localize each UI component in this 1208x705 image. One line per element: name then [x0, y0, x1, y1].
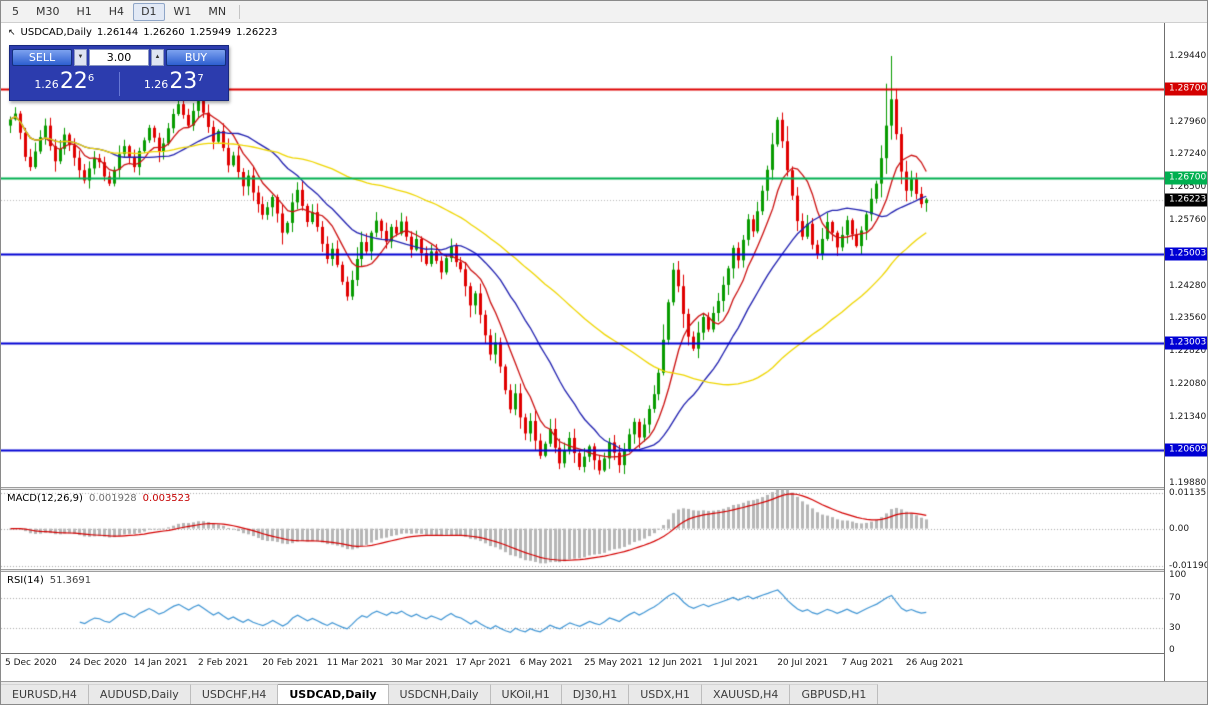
trade-panel-prices: 1.26 22 6 1.26 23 7: [10, 68, 228, 100]
ohlc-open: 1.26144: [96, 27, 139, 38]
chart-tab-usdchf-h4[interactable]: USDCHF,H4: [190, 684, 279, 704]
rsi-tick: 30: [1169, 622, 1181, 633]
date-label: 14 Jan 2021: [133, 658, 188, 668]
chart-tab-ukoil-h1[interactable]: UKOil,H1: [490, 684, 562, 704]
date-label: 30 Mar 2021: [391, 658, 449, 668]
sell-price-big: 22: [59, 69, 88, 94]
buy-price-prefix: 1.26: [143, 78, 169, 91]
date-label: 6 May 2021: [519, 658, 573, 668]
price-divider: [118, 72, 120, 96]
buy-price-sup: 7: [197, 73, 204, 84]
timeframe-button-h4[interactable]: H4: [108, 4, 125, 18]
date-label: 25 May 2021: [584, 658, 643, 668]
macd-tick: -0.01190: [1169, 561, 1208, 571]
chart-tab-audusd-daily[interactable]: AUDUSD,Daily: [88, 684, 191, 704]
macd-indicator-label: MACD(12,26,9) 0.001928 0.003523: [7, 493, 190, 504]
chart-tab-eurusd-h4[interactable]: EURUSD,H4: [1, 684, 89, 704]
trade-panel-controls: SELL ▼ ▲ BUY: [10, 46, 228, 68]
ohlc-close: 1.26223: [236, 27, 278, 38]
chart-tab-gbpusd-h1[interactable]: GBPUSD,H1: [790, 684, 879, 704]
toolbar-separator: [239, 4, 241, 19]
rsi-indicator-label: RSI(14) 51.3691: [7, 575, 91, 586]
price-tick: 1.26500: [1169, 182, 1207, 193]
price-badge: 1.26700: [1165, 171, 1207, 185]
rsi-value: 51.3691: [49, 575, 92, 586]
date-label: 2 Feb 2021: [198, 658, 249, 668]
price-tick: 1.22820: [1169, 346, 1207, 357]
price-tick: 1.23560: [1169, 313, 1207, 324]
price-badge: 1.25003: [1165, 247, 1207, 261]
chart-tab-xauusd-h4[interactable]: XAUUSD,H4: [702, 684, 791, 704]
chart-symbol-label: USDCAD,Daily: [20, 27, 92, 38]
buy-price-big: 23: [169, 69, 198, 94]
timeframe-button-m30[interactable]: M30: [36, 4, 60, 18]
macd-main-value: 0.001928: [88, 493, 137, 504]
date-label: 5 Dec 2020: [5, 658, 57, 668]
price-badge: 1.28700: [1165, 82, 1207, 96]
date-label: 1 Jul 2021: [712, 658, 759, 668]
ohlc-low: 1.25949: [189, 27, 231, 38]
time-axis: 5 Dec 2020 24 Dec 2020 14 Jan 2021 2 Feb 20…: [1, 653, 1207, 681]
buy-button[interactable]: BUY: [166, 48, 226, 66]
sell-button[interactable]: SELL: [12, 48, 72, 66]
macd-signal-value: 0.003523: [142, 493, 191, 504]
chart-cursor-icon: ↖: [8, 28, 16, 38]
rsi-tick: 0: [1169, 645, 1175, 655]
timeframe-button-w1[interactable]: W1: [173, 4, 192, 18]
date-label: 26 Aug 2021: [905, 658, 964, 668]
timeframe-button-5[interactable]: 5: [12, 4, 19, 18]
price-tick: 1.24280: [1169, 281, 1207, 292]
date-label: 20 Feb 2021: [262, 658, 319, 668]
price-badge: 1.20609: [1165, 443, 1207, 457]
ohlc-high: 1.26260: [143, 27, 185, 38]
rsi-panel-canvas[interactable]: [1, 572, 1164, 653]
price-axis: 1.29440 1.27960 1.27240 1.26500 1.25760 1.242…: [1164, 23, 1208, 681]
price-tick: 1.21340: [1169, 412, 1207, 423]
chart-tab-usdcad-daily[interactable]: USDCAD,Daily: [278, 684, 389, 704]
rsi-name: RSI(14): [7, 575, 44, 586]
price-badge: 1.26223: [1165, 193, 1207, 207]
panel-splitter-rsi[interactable]: [1, 569, 1207, 572]
sell-price-sup: 6: [87, 73, 95, 84]
price-tick: 1.22080: [1169, 379, 1207, 390]
date-label: 12 Jun 2021: [648, 658, 703, 668]
timeframe-button-mn[interactable]: MN: [208, 4, 227, 18]
sell-price-display[interactable]: 1.26 22 6: [10, 69, 119, 96]
panel-splitter-macd[interactable]: [1, 487, 1207, 490]
price-tick: 1.19880: [1169, 477, 1207, 488]
rsi-tick: 100: [1169, 570, 1187, 580]
price-tick: 1.29440: [1169, 51, 1207, 61]
macd-name: MACD(12,26,9): [7, 493, 83, 504]
date-label: 7 Aug 2021: [841, 658, 894, 668]
chart-tab-bar: EURUSD,H4 AUDUSD,Daily USDCHF,H4 USDCAD,Dai…: [1, 681, 1207, 704]
buy-price-display[interactable]: 1.26 23 7: [120, 69, 229, 96]
date-label: 20 Jul 2021: [777, 658, 829, 668]
price-tick: 1.27960: [1169, 117, 1207, 128]
date-label: 11 Mar 2021: [326, 658, 384, 668]
sell-price-prefix: 1.26: [34, 78, 59, 91]
volume-input[interactable]: [89, 48, 149, 66]
one-click-trading-panel: SELL ▼ ▲ BUY 1.26 22 6 1.26 23 7: [9, 45, 229, 101]
price-badge: 1.23003: [1165, 336, 1207, 350]
macd-tick: 0.00: [1169, 523, 1190, 534]
timeframe-button-h1[interactable]: H1: [76, 4, 92, 18]
timeframe-button-d1[interactable]: D1: [133, 2, 165, 21]
volume-increase-button[interactable]: ▲: [151, 48, 164, 66]
chart-tab-dj30-h1[interactable]: DJ30,H1: [561, 684, 630, 704]
macd-panel-canvas[interactable]: [1, 490, 1164, 569]
chart-ohlc-header: ↖ USDCAD,Daily 1.26144 1.26260 1.25949 1…: [8, 27, 277, 38]
timeframe-toolbar: 5 M30 H1 H4 D1 W1 MN: [1, 1, 1207, 23]
price-tick: 1.25760: [1169, 215, 1207, 226]
date-label: 24 Dec 2020: [69, 658, 127, 668]
chart-tab-usdx-h1[interactable]: USDX,H1: [629, 684, 703, 704]
chart-tab-usdcnh-daily[interactable]: USDCNH,Daily: [388, 684, 491, 704]
rsi-tick: 70: [1169, 592, 1181, 603]
volume-decrease-button[interactable]: ▼: [74, 48, 87, 66]
price-tick: 1.27240: [1169, 149, 1207, 160]
macd-tick: 0.01135: [1169, 488, 1207, 498]
date-label: 17 Apr 2021: [455, 658, 512, 668]
